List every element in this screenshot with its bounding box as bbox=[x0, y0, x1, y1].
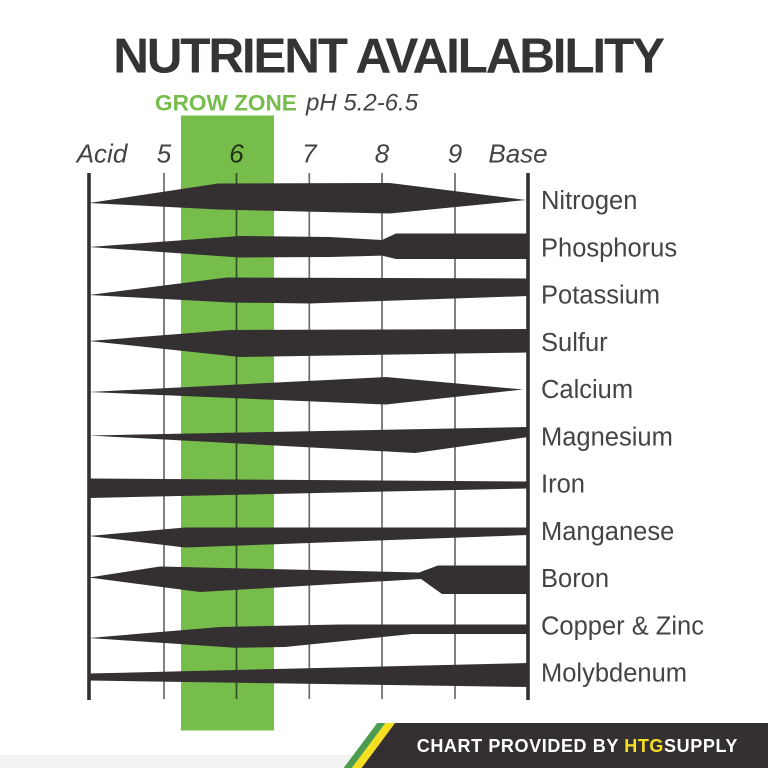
svg-text:Acid: Acid bbox=[75, 139, 129, 169]
svg-text:Copper & Zinc: Copper & Zinc bbox=[541, 612, 704, 640]
svg-text:NUTRIENT AVAILABILITY: NUTRIENT AVAILABILITY bbox=[113, 29, 665, 84]
svg-text:8: 8 bbox=[375, 139, 390, 169]
svg-text:Base: Base bbox=[488, 139, 547, 169]
svg-text:GROW ZONE: GROW ZONE bbox=[155, 91, 297, 116]
svg-text:Boron: Boron bbox=[541, 565, 609, 593]
svg-text:9: 9 bbox=[448, 139, 462, 169]
svg-text:Molybdenum: Molybdenum bbox=[541, 660, 687, 688]
svg-text:Magnesium: Magnesium bbox=[541, 423, 673, 451]
svg-text:7: 7 bbox=[302, 139, 318, 169]
svg-text:Phosphorus: Phosphorus bbox=[541, 234, 677, 262]
svg-text:Potassium: Potassium bbox=[541, 282, 660, 310]
svg-text:CHART PROVIDED BY HTGSUPPLY: CHART PROVIDED BY HTGSUPPLY bbox=[417, 736, 738, 756]
svg-text:5: 5 bbox=[157, 139, 172, 169]
svg-text:Calcium: Calcium bbox=[541, 376, 633, 404]
svg-text:Sulfur: Sulfur bbox=[541, 329, 608, 357]
svg-text:Nitrogen: Nitrogen bbox=[541, 187, 637, 215]
svg-text:Iron: Iron bbox=[541, 471, 585, 499]
svg-text:pH 5.2-6.5: pH 5.2-6.5 bbox=[305, 90, 419, 117]
svg-text:Manganese: Manganese bbox=[541, 518, 674, 546]
